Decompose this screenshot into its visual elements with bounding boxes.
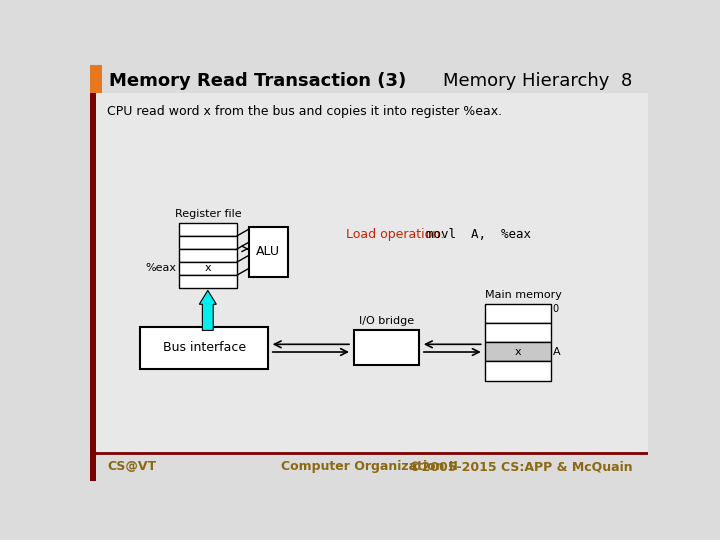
Text: CS@VT: CS@VT bbox=[107, 460, 156, 473]
Bar bbox=[179, 262, 238, 275]
Bar bbox=[90, 92, 96, 455]
Text: Main memory: Main memory bbox=[485, 289, 562, 300]
Text: 0: 0 bbox=[553, 303, 559, 314]
Text: Register file: Register file bbox=[175, 209, 241, 219]
Bar bbox=[96, 453, 648, 481]
Bar bbox=[90, 65, 102, 92]
Text: movl  A,  %eax: movl A, %eax bbox=[426, 228, 531, 241]
Bar bbox=[179, 236, 238, 249]
Text: x: x bbox=[515, 347, 521, 356]
Bar bbox=[90, 453, 96, 481]
FancyArrow shape bbox=[199, 291, 216, 330]
Text: CPU read word x from the bus and copies it into register %eax.: CPU read word x from the bus and copies … bbox=[107, 105, 502, 118]
Text: x: x bbox=[204, 264, 211, 273]
Text: Load operation:: Load operation: bbox=[346, 228, 448, 241]
Text: ALU: ALU bbox=[256, 245, 280, 258]
Bar bbox=[485, 303, 551, 323]
Bar bbox=[179, 249, 238, 262]
Bar bbox=[485, 342, 551, 361]
Text: Bus interface: Bus interface bbox=[163, 341, 246, 354]
Bar bbox=[354, 330, 419, 365]
Bar bbox=[96, 92, 648, 453]
Bar bbox=[485, 323, 551, 342]
Text: Computer Organization II: Computer Organization II bbox=[281, 460, 457, 473]
Text: %eax: %eax bbox=[145, 264, 176, 273]
Bar bbox=[179, 275, 238, 288]
Text: A: A bbox=[553, 347, 560, 356]
Bar bbox=[140, 327, 269, 369]
Bar bbox=[179, 222, 238, 236]
Bar bbox=[485, 361, 551, 381]
Text: I/O bridge: I/O bridge bbox=[359, 316, 414, 326]
Bar bbox=[249, 226, 287, 276]
Text: Memory Hierarchy  8: Memory Hierarchy 8 bbox=[444, 72, 632, 90]
Text: Memory Read Transaction (3): Memory Read Transaction (3) bbox=[109, 72, 406, 90]
Text: ©2005-2015 CS:APP & McQuain: ©2005-2015 CS:APP & McQuain bbox=[409, 460, 632, 473]
